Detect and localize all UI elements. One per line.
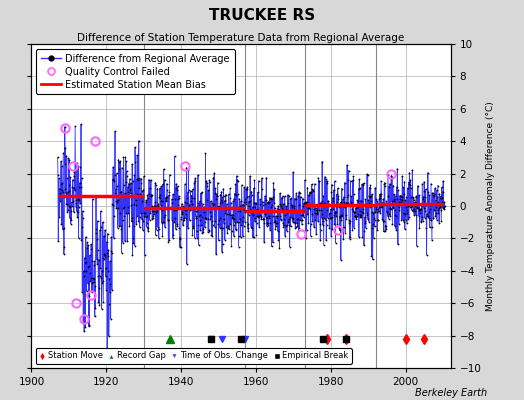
Title: Difference of Station Temperature Data from Regional Average: Difference of Station Temperature Data f…: [78, 33, 405, 43]
Legend: Station Move, Record Gap, Time of Obs. Change, Empirical Break: Station Move, Record Gap, Time of Obs. C…: [36, 348, 352, 364]
Text: TRUCKEE RS: TRUCKEE RS: [209, 8, 315, 23]
Text: Berkeley Earth: Berkeley Earth: [415, 388, 487, 398]
Y-axis label: Monthly Temperature Anomaly Difference (°C): Monthly Temperature Anomaly Difference (…: [486, 101, 495, 311]
